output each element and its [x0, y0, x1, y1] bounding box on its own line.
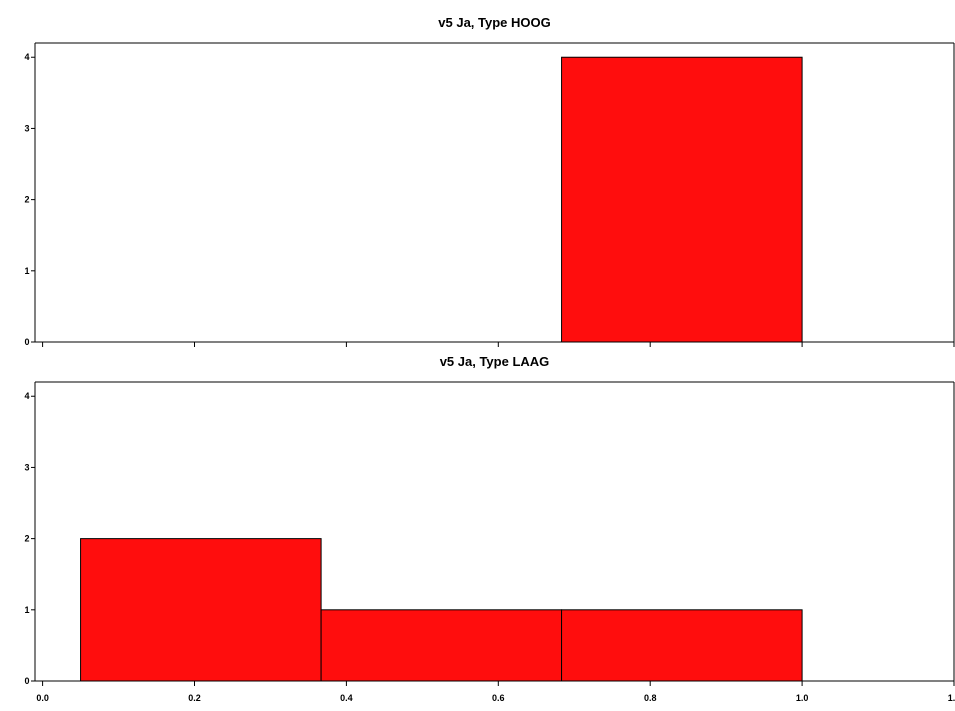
panel-2-x-tick-label-4: 0.8: [644, 693, 657, 703]
panel-2-x-tick-label-3: 0.6: [492, 693, 505, 703]
panel-1-y-tick-label-0: 0: [24, 337, 29, 347]
panel-2-y-tick-label-1: 1: [24, 605, 29, 615]
panel-2-y-tick-label-2: 2: [24, 534, 29, 544]
panel-1-y-tick-label-3: 3: [24, 123, 29, 133]
panel-2-x-tick-label-6: 1.2: [948, 693, 955, 703]
panel-2-y-tick-label-0: 0: [24, 676, 29, 686]
panel-1-y-tick-label-2: 2: [24, 195, 29, 205]
panel-1-bar-1: [561, 56, 803, 343]
panel-2-x-tick-label-1: 0.2: [188, 693, 201, 703]
panel-2-title: v5 Ja, Type LAAG: [440, 354, 550, 369]
panel-2-y-tick-label-3: 3: [24, 462, 29, 472]
panel-2-y-tick-label-4: 4: [24, 391, 29, 401]
panel-2-x-tick-label-2: 0.4: [340, 693, 353, 703]
panel-1-y-tick-label-1: 1: [24, 266, 29, 276]
panel-2-bar-3: [561, 609, 803, 682]
panel-2-x-tick-label-5: 1.0: [796, 693, 809, 703]
panel-1-y-tick-label-4: 4: [24, 52, 29, 62]
panel-1-title: v5 Ja, Type HOOG: [438, 15, 550, 30]
panel-2-bar-1: [80, 538, 322, 682]
panel-2-bar-2: [320, 609, 563, 682]
panel-2-x-tick-label-0: 0.0: [36, 693, 49, 703]
